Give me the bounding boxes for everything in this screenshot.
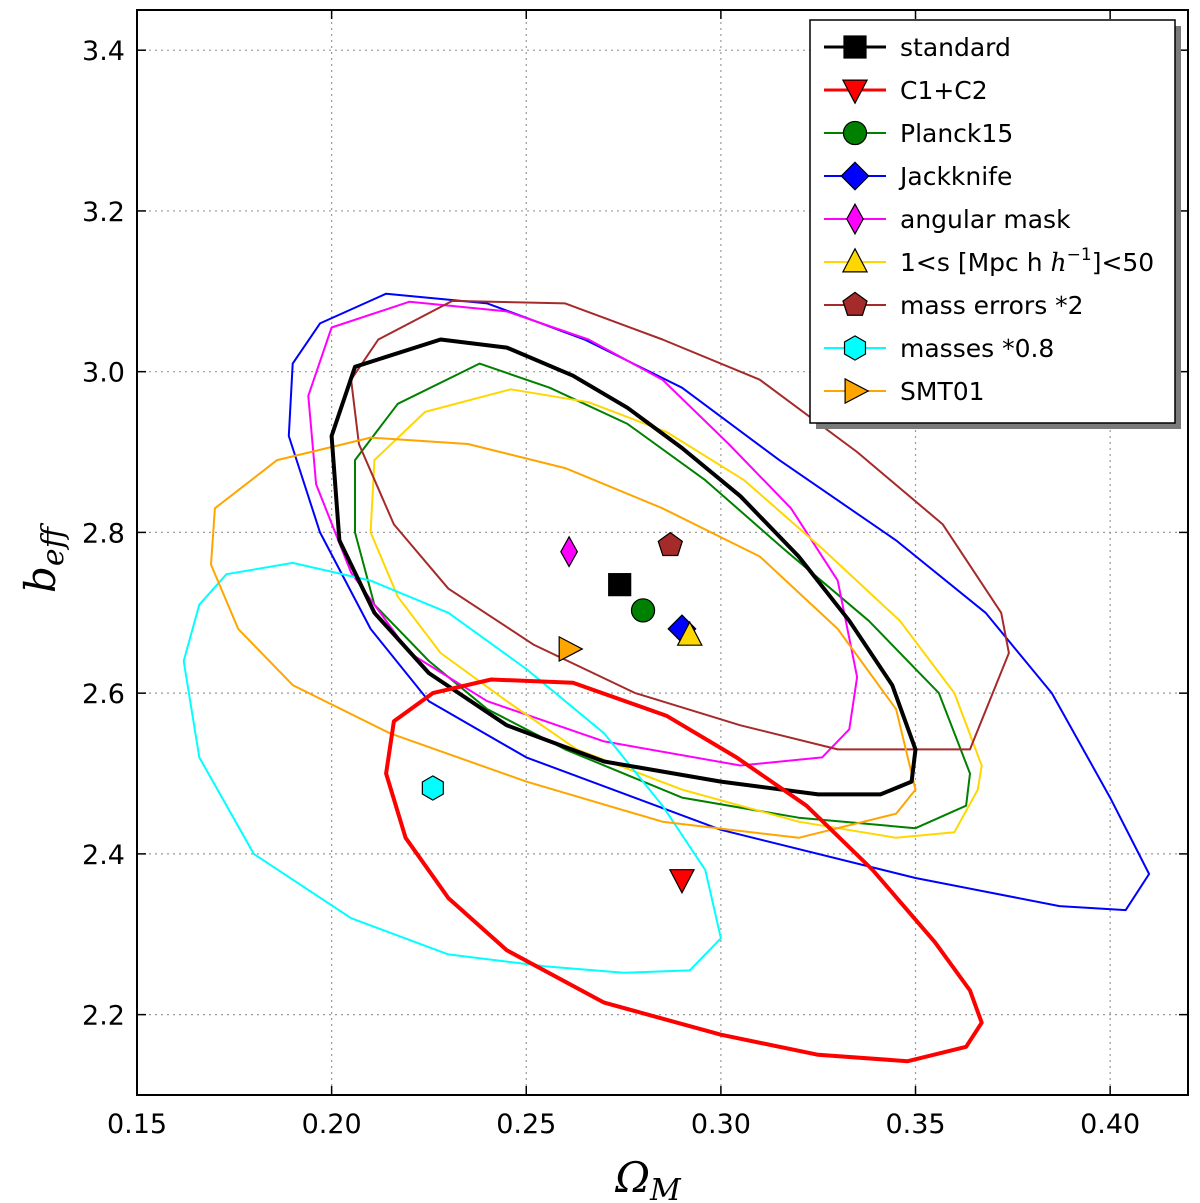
y-tick-label: 2.8	[82, 518, 125, 549]
legend-label-h: h	[1051, 248, 1067, 277]
legend-label-masses-0-8: masses *0.8	[900, 334, 1054, 363]
contour-planck15	[354, 362, 971, 830]
legend-marker-planck15	[842, 120, 868, 146]
x-tick-label: 0.40	[1080, 1109, 1140, 1140]
point-smt01	[558, 635, 584, 663]
contour-smt01	[210, 436, 917, 839]
legend-marker-1-s-mpc-h-1-50	[841, 247, 869, 273]
legend-label-standard: standard	[900, 33, 1011, 62]
legend-marker-mass-errors-2	[842, 291, 868, 316]
legend-label-end: ]<50	[1092, 248, 1155, 277]
legend-marker-angular-mask	[846, 202, 864, 236]
legend-label-jackknife: Jackknife	[898, 162, 1012, 191]
x-tick-label: 0.15	[107, 1109, 167, 1140]
x-axis-label-sub: M	[649, 1173, 682, 1203]
axis-ticks: 0.15 0.20 0.25 0.30 0.35 0.40 2.2 2.4 2.6 2.8 3.0 3…	[82, 10, 1188, 1140]
plot-frame	[136, 9, 1189, 1096]
x-tick-label: 0.20	[302, 1109, 362, 1140]
legend-marker-smt01	[844, 377, 870, 405]
x-tick-label: 0.35	[885, 1109, 945, 1140]
x-tick-label: 0.25	[496, 1109, 556, 1140]
legend-label-angular-mask: angular mask	[900, 205, 1071, 234]
legend-label-1-s-mpc-h-1-50: 1<s [Mpc h h−1]<50	[900, 245, 1154, 277]
legend: standard C1+C2 Planck15 Jackknife angular ma…	[809, 19, 1181, 429]
point-masses-0-8	[421, 775, 444, 801]
point-mass-errors-2	[657, 531, 684, 557]
contour-angular-mask	[307, 300, 859, 767]
y-tick-label: 2.2	[82, 1001, 125, 1032]
y-tick-label: 2.6	[82, 679, 125, 710]
x-tick-label: 0.30	[691, 1109, 751, 1140]
point-c1-c2	[668, 869, 696, 895]
legend-label-planck15: Planck15	[900, 119, 1013, 148]
contour-lines	[182, 292, 1151, 1064]
legend-marker-masses-0-8	[843, 335, 867, 361]
contour-1-s-mpc-h-1-50	[369, 388, 983, 839]
x-axis-label-main: Ω	[614, 1153, 650, 1202]
contour-c1-c2	[384, 677, 984, 1064]
legend-label-smt01: SMT01	[900, 377, 985, 406]
y-tick-label: 3.0	[82, 358, 125, 389]
point-1-s-mpc-h-1-50	[676, 620, 703, 646]
legend-label-sup: −1	[1067, 245, 1092, 265]
y-axis-label: beff	[16, 522, 71, 593]
legend-label-c1-c2: C1+C2	[900, 76, 988, 105]
legend-label-part: 1<s [Mpc h	[900, 248, 1051, 277]
x-axis-label: ΩM	[614, 1153, 682, 1203]
legend-marker-standard	[843, 35, 867, 59]
legend-box	[809, 19, 1176, 424]
contour-masses-0-8	[182, 561, 722, 974]
y-tick-label: 2.4	[82, 840, 125, 871]
y-tick-label: 3.4	[82, 36, 125, 67]
contour-mass-errors-2	[350, 299, 1010, 751]
contour-standard	[329, 337, 918, 797]
point-planck15	[630, 598, 656, 623]
point-standard	[608, 573, 632, 597]
best-fit-points	[421, 531, 703, 895]
y-tick-label: 3.2	[82, 197, 125, 228]
point-angular-mask	[560, 535, 579, 568]
y-axis-label-main: b	[16, 566, 65, 593]
legend-marker-jackknife	[840, 161, 870, 191]
y-axis-label-sub: eff	[36, 522, 71, 566]
legend-marker-c1-c2	[841, 79, 869, 105]
legend-label-mass-errors-2: mass errors *2	[900, 291, 1084, 320]
